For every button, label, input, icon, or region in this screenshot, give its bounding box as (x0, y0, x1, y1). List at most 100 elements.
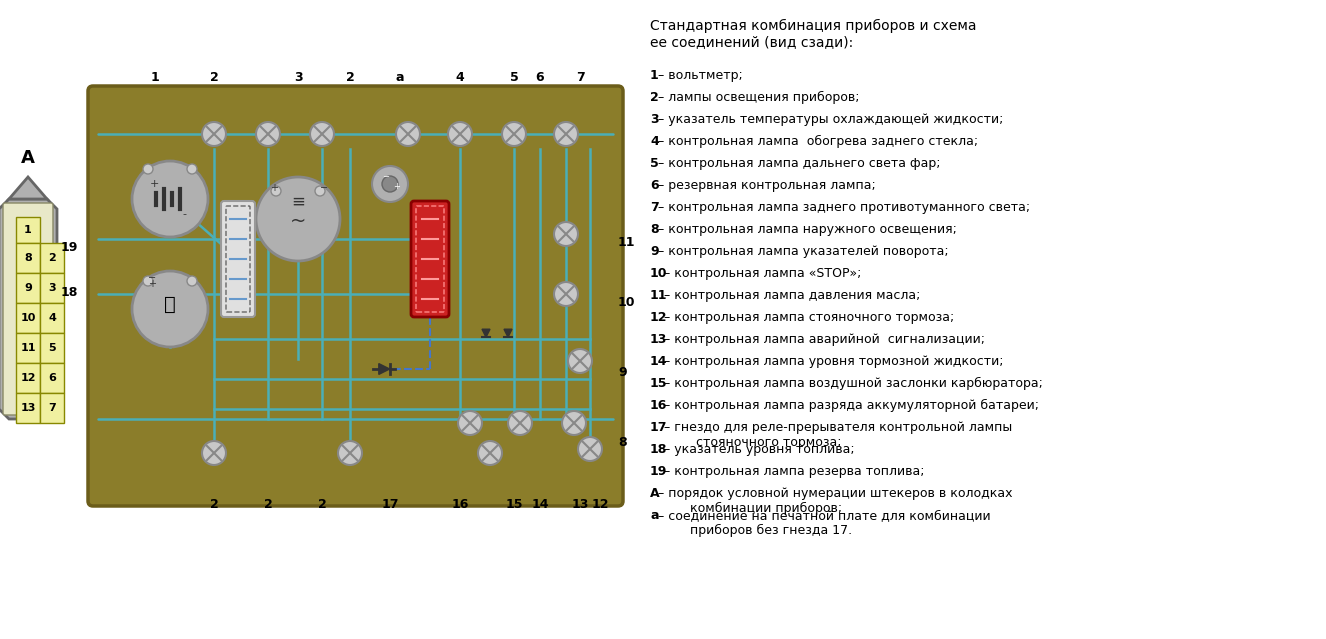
Text: 2: 2 (264, 498, 272, 511)
Text: 8: 8 (24, 253, 32, 263)
Text: 13: 13 (20, 403, 36, 413)
Text: – контрольная лампа «STOP»;: – контрольная лампа «STOP»; (664, 267, 862, 280)
Circle shape (202, 441, 225, 465)
Bar (16, 363, 40, 393)
Circle shape (477, 441, 503, 465)
Polygon shape (504, 329, 512, 337)
Text: 9: 9 (618, 366, 627, 379)
Text: 14: 14 (650, 355, 667, 368)
Text: ≡: ≡ (292, 193, 305, 211)
Text: 8: 8 (650, 223, 659, 236)
Text: А: А (650, 487, 659, 500)
Bar (40, 363, 64, 393)
Circle shape (503, 122, 526, 146)
Text: 11: 11 (650, 289, 667, 302)
Text: −: − (382, 172, 389, 181)
Circle shape (382, 176, 398, 192)
Circle shape (562, 411, 586, 435)
Text: +: + (150, 179, 159, 189)
Text: 9: 9 (650, 245, 659, 258)
Text: ~: ~ (290, 212, 306, 231)
Text: 6: 6 (48, 373, 56, 383)
Text: Стандартная комбинация приборов и схема
ее соединений (вид сзади):: Стандартная комбинация приборов и схема … (650, 19, 976, 49)
Text: а: а (650, 509, 659, 522)
Text: 9: 9 (24, 283, 32, 293)
Bar (16, 243, 40, 273)
Circle shape (448, 122, 472, 146)
Text: +: + (271, 183, 278, 193)
Text: 16: 16 (451, 498, 468, 511)
Circle shape (316, 186, 325, 196)
Text: A: A (21, 149, 34, 167)
Text: 19: 19 (650, 465, 667, 478)
Polygon shape (481, 329, 491, 337)
Text: – резервная контрольная лампа;: – резервная контрольная лампа; (658, 179, 875, 192)
FancyBboxPatch shape (411, 201, 450, 317)
Text: 12: 12 (650, 311, 667, 324)
Circle shape (143, 164, 152, 174)
FancyBboxPatch shape (221, 201, 255, 317)
Circle shape (568, 349, 591, 373)
Text: 1: 1 (650, 69, 659, 82)
Text: 17: 17 (382, 498, 399, 511)
Bar (40, 273, 64, 303)
Circle shape (310, 122, 334, 146)
Circle shape (554, 282, 578, 306)
Text: 17: 17 (650, 421, 667, 434)
Bar (16, 333, 40, 363)
Circle shape (396, 122, 420, 146)
Text: – контрольная лампа резерва топлива;: – контрольная лампа резерва топлива; (664, 465, 924, 478)
Circle shape (271, 186, 281, 196)
Text: 18: 18 (650, 443, 667, 456)
Bar (16, 273, 40, 303)
Text: -: - (182, 209, 186, 219)
Text: – контрольная лампа разряда аккумуляторной батареи;: – контрольная лампа разряда аккумуляторн… (664, 399, 1040, 412)
FancyBboxPatch shape (3, 203, 53, 415)
Bar (40, 393, 64, 423)
Text: 19: 19 (61, 241, 78, 254)
Circle shape (457, 411, 481, 435)
Circle shape (338, 441, 362, 465)
Text: 11: 11 (20, 343, 36, 353)
Text: 7: 7 (575, 71, 585, 84)
Polygon shape (0, 199, 57, 419)
Text: 2: 2 (210, 71, 219, 84)
Text: 5: 5 (509, 71, 518, 84)
Text: 13: 13 (572, 498, 589, 511)
Text: – контрольная лампа давления масла;: – контрольная лампа давления масла; (664, 289, 920, 302)
Text: +: + (392, 182, 400, 191)
Text: 7: 7 (650, 201, 659, 214)
Text: 14: 14 (532, 498, 549, 511)
Text: – контрольная лампа наружного освещения;: – контрольная лампа наружного освещения; (658, 223, 957, 236)
Text: – соединение на печатной плате для комбинации
        приборов без гнезда 17.: – соединение на печатной плате для комби… (658, 509, 991, 537)
Text: – лампы освещения приборов;: – лампы освещения приборов; (658, 91, 859, 104)
Text: 2: 2 (318, 498, 326, 511)
Bar (40, 303, 64, 333)
Text: 6: 6 (536, 71, 544, 84)
Text: 18: 18 (61, 286, 78, 299)
Text: – контрольная лампа воздушной заслонки карбюратора;: – контрольная лампа воздушной заслонки к… (664, 377, 1042, 390)
Bar (40, 333, 64, 363)
Text: 4: 4 (456, 71, 464, 84)
Text: a: a (395, 71, 404, 84)
Circle shape (143, 276, 152, 286)
Bar (40, 243, 64, 273)
Text: 12: 12 (20, 373, 36, 383)
Text: – контрольная лампа заднего противотуманного света;: – контрольная лампа заднего противотуман… (658, 201, 1030, 214)
Text: – контрольная лампа стояночного тормоза;: – контрольная лампа стояночного тормоза; (664, 311, 955, 324)
Text: 3: 3 (293, 71, 302, 84)
Text: 4: 4 (48, 313, 56, 323)
Circle shape (202, 122, 225, 146)
Bar (16, 303, 40, 333)
Circle shape (256, 177, 339, 261)
Text: −: − (320, 183, 328, 193)
Text: – контрольная лампа дальнего света фар;: – контрольная лампа дальнего света фар; (658, 157, 940, 170)
Text: 3: 3 (650, 113, 659, 126)
Polygon shape (379, 364, 390, 374)
FancyBboxPatch shape (88, 86, 623, 506)
Polygon shape (9, 177, 46, 199)
Bar (16, 393, 40, 423)
Circle shape (373, 166, 408, 202)
Text: 2: 2 (346, 71, 354, 84)
Text: 2: 2 (210, 498, 219, 511)
